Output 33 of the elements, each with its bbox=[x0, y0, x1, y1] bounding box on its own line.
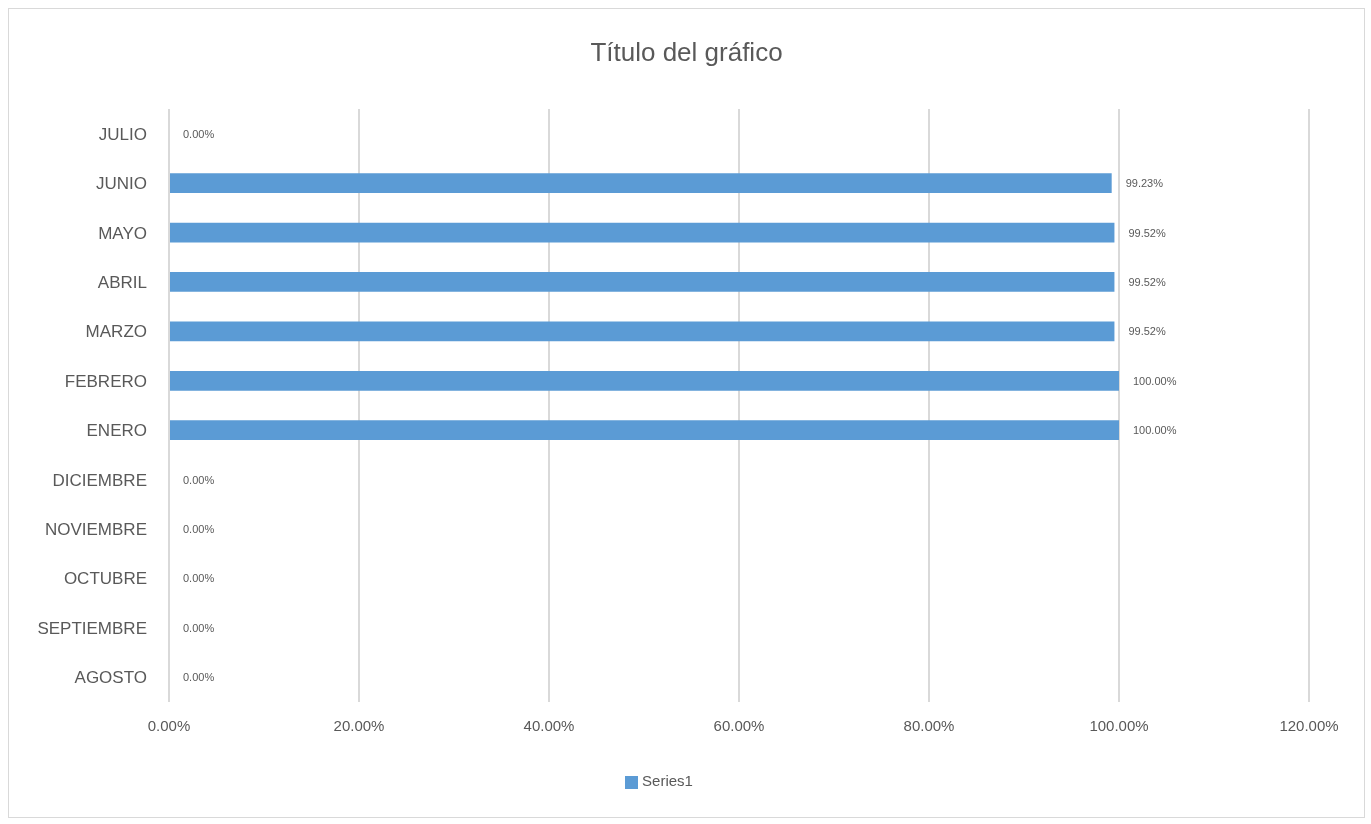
data-label: 100.00% bbox=[1133, 424, 1177, 437]
y-tick-label: MAYO bbox=[98, 223, 147, 243]
y-tick-label: SEPTIEMBRE bbox=[37, 618, 147, 638]
y-tick-label: ABRIL bbox=[97, 272, 147, 292]
y-tick-label: NOVIEMBRE bbox=[44, 520, 147, 540]
data-label: 0.00% bbox=[183, 621, 215, 634]
data-label: 99.52% bbox=[1128, 226, 1166, 239]
x-tick-label: 120.00% bbox=[1279, 716, 1339, 734]
y-tick-label: AGOSTO bbox=[74, 668, 147, 688]
y-tick-label: OCTUBRE bbox=[63, 569, 147, 589]
data-label: 0.00% bbox=[183, 473, 215, 486]
data-label: 99.23% bbox=[1125, 177, 1164, 190]
x-tick-label: 80.00% bbox=[903, 716, 955, 734]
y-tick-label: ENERO bbox=[86, 421, 147, 441]
legend-label: Series1 bbox=[642, 772, 693, 789]
data-label: 0.00% bbox=[183, 671, 215, 684]
y-tick-label: FEBRERO bbox=[64, 371, 147, 391]
y-tick-label: JUNIO bbox=[96, 174, 147, 194]
x-tick-label: 100.00% bbox=[1089, 716, 1149, 734]
x-tick-label: 20.00% bbox=[333, 716, 385, 734]
data-label: 99.52% bbox=[1128, 275, 1166, 288]
y-tick-label: DICIEMBRE bbox=[52, 470, 147, 490]
data-label: 0.00% bbox=[183, 127, 215, 140]
data-label: 0.00% bbox=[183, 572, 215, 585]
chart-title: Título del gráfico bbox=[589, 36, 784, 69]
x-tick-label: 40.00% bbox=[523, 716, 575, 734]
x-tick-label: 60.00% bbox=[713, 716, 765, 734]
data-label: 0.00% bbox=[183, 523, 215, 536]
data-label: 99.52% bbox=[1128, 325, 1166, 338]
y-tick-label: JULIO bbox=[98, 124, 147, 144]
x-tick-label: 0.00% bbox=[147, 716, 191, 734]
data-label: 100.00% bbox=[1133, 374, 1177, 387]
y-tick-label: MARZO bbox=[85, 322, 147, 342]
